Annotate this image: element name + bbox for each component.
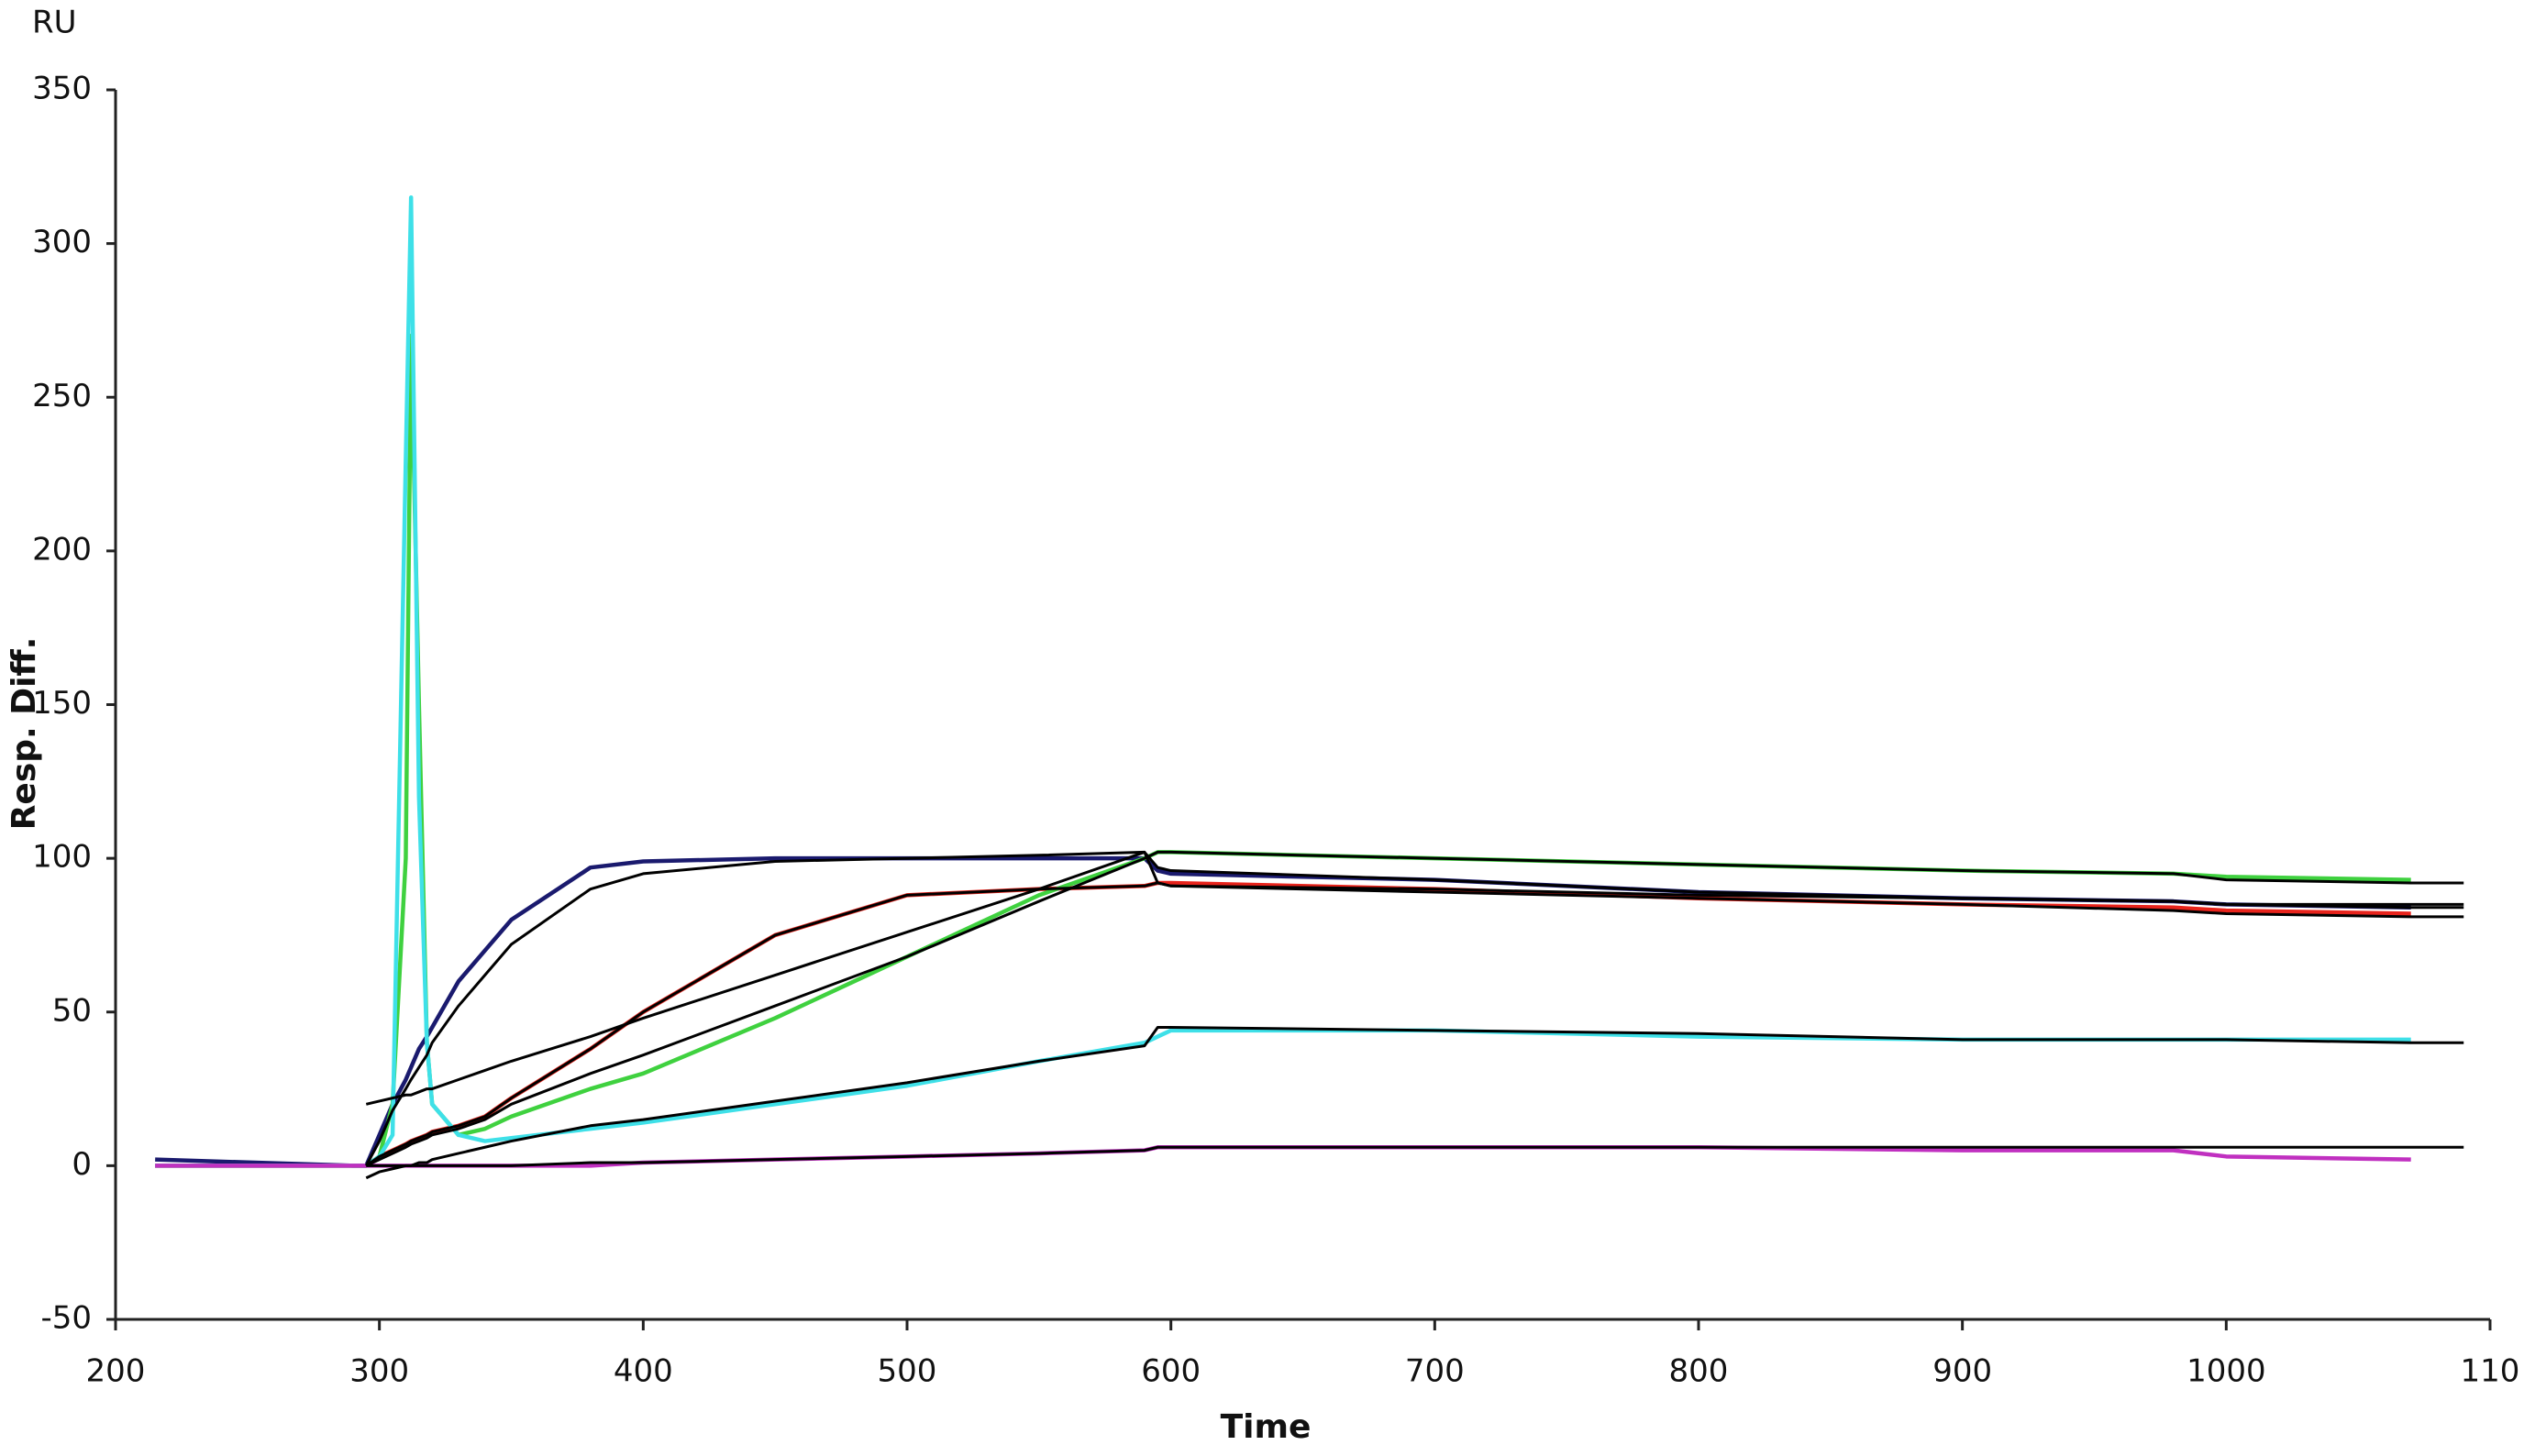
y-tick-label: 200 bbox=[32, 531, 92, 568]
unit-label: RU bbox=[32, 5, 77, 41]
x-tick-label: 1000 bbox=[2186, 1353, 2266, 1390]
x-tick-label: 700 bbox=[1405, 1353, 1465, 1390]
x-tick-label: 600 bbox=[1141, 1353, 1201, 1390]
y-tick-label: -50 bbox=[40, 1300, 92, 1337]
x-tick-label: 400 bbox=[614, 1353, 673, 1390]
series-line bbox=[365, 1026, 2464, 1180]
y-tick-label: 350 bbox=[32, 71, 92, 107]
x-tick-label: 800 bbox=[1669, 1353, 1729, 1390]
y-tick-label: 0 bbox=[72, 1146, 92, 1183]
y-tick-label: 150 bbox=[32, 685, 92, 722]
series-line bbox=[365, 850, 2464, 1167]
x-tick-label: 500 bbox=[878, 1353, 937, 1390]
x-tick-label: 300 bbox=[349, 1353, 409, 1390]
x-axis-label: Time bbox=[1221, 1408, 1312, 1446]
series-line bbox=[365, 850, 2464, 1106]
y-tick-label: 50 bbox=[52, 992, 92, 1029]
x-tick-label: 900 bbox=[1932, 1353, 1992, 1390]
y-tick-label: 250 bbox=[32, 378, 92, 414]
y-tick-label: 300 bbox=[32, 224, 92, 260]
series-line bbox=[365, 881, 2464, 1167]
series-line bbox=[155, 195, 2411, 1168]
y-tick-label: 100 bbox=[32, 839, 92, 876]
y-axis-label: Resp. Diff. bbox=[6, 637, 43, 831]
x-tick-label: 110 bbox=[2461, 1353, 2520, 1390]
series-line bbox=[155, 1145, 2411, 1168]
series-line bbox=[366, 1145, 2464, 1167]
x-tick-label: 200 bbox=[86, 1353, 146, 1390]
